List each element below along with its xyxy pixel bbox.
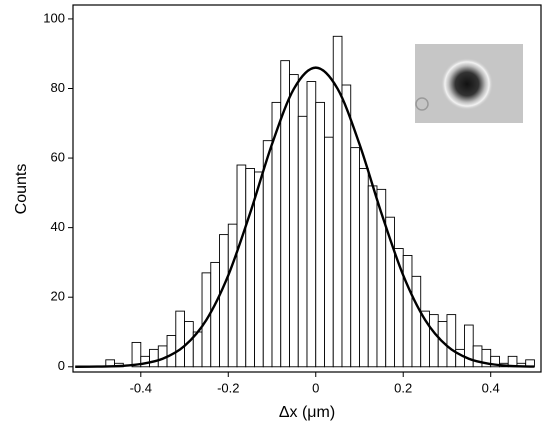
y-axis-title: Counts: [13, 164, 30, 215]
x-axis-title: Δx (μm): [279, 404, 335, 421]
bar: [227, 223, 238, 368]
bar: [210, 261, 220, 368]
bar: [411, 275, 422, 368]
bar: [149, 348, 159, 368]
bar: [490, 355, 500, 368]
y-tick-label: 40: [51, 219, 65, 234]
x-tick-label: 0.2: [394, 380, 412, 395]
bar: [166, 335, 177, 368]
y-tick-label: 80: [51, 80, 65, 95]
x-tick-label: 0: [312, 380, 319, 395]
bar: [254, 171, 264, 368]
bar: [262, 140, 273, 368]
bar: [350, 147, 360, 368]
y-tick-label: 60: [51, 149, 65, 164]
bar: [131, 341, 142, 368]
fit-curve: [75, 66, 535, 368]
bar: [289, 74, 299, 368]
y-tick-label: 0: [58, 358, 65, 373]
bar: [341, 84, 352, 368]
bar: [236, 164, 247, 368]
x-tick-label: 0.4: [482, 380, 500, 395]
bar: [306, 81, 317, 368]
bar: [429, 314, 439, 368]
bar: [324, 136, 334, 368]
bar: [446, 314, 457, 368]
x-tick-label: -0.4: [130, 380, 152, 395]
bar: [297, 115, 308, 368]
bar: [175, 310, 185, 368]
bar: [315, 101, 325, 368]
plot-frame: [72, 4, 542, 373]
inset-image: [415, 44, 523, 123]
bar: [472, 345, 483, 368]
y-tick-label: 20: [51, 289, 65, 304]
bar: [359, 168, 369, 368]
bar: [402, 255, 413, 368]
bar: [367, 185, 378, 368]
bar: [219, 234, 229, 368]
bar: [245, 168, 255, 368]
y-tick-label: 100: [43, 10, 65, 25]
x-tick-label: -0.2: [217, 380, 239, 395]
